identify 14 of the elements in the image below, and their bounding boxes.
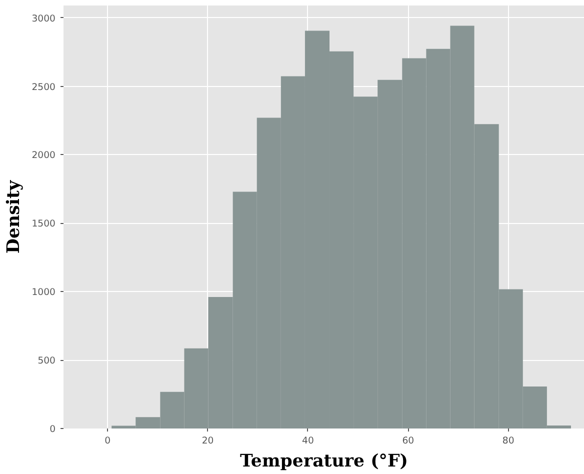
y-tick-label: 0 — [50, 424, 56, 435]
y-tick-label: 3000 — [32, 13, 56, 24]
y-tick-label: 1500 — [32, 218, 56, 230]
x-axis-title: Temperature (°F) — [240, 452, 408, 472]
y-tick-label: 1000 — [32, 287, 56, 298]
x-tick-label: 20 — [202, 436, 214, 446]
x-tick-label: 60 — [402, 436, 414, 446]
x-tick-label: 0 — [104, 436, 111, 446]
x-tick-label: 40 — [302, 436, 314, 446]
y-tick-label: 2000 — [32, 150, 56, 162]
y-tick-label: 2500 — [32, 82, 56, 93]
x-tick-label: 80 — [502, 436, 514, 446]
y-axis-title: Density — [4, 180, 24, 254]
y-tick-label: 500 — [38, 356, 56, 367]
